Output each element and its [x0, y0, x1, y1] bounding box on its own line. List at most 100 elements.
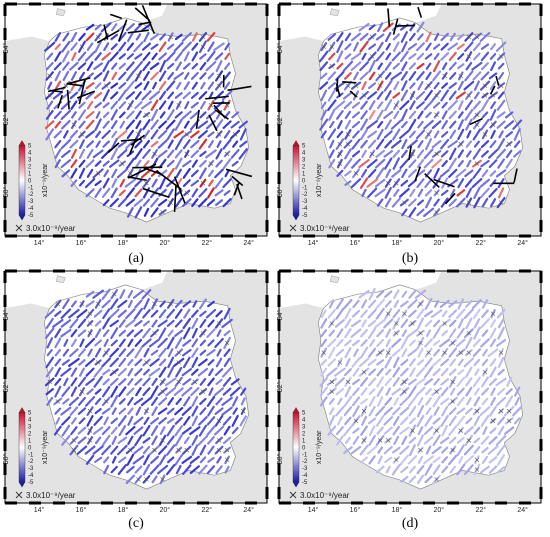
strain-bar [118, 378, 127, 386]
strain-bar [70, 168, 78, 179]
strain-bar [350, 319, 362, 328]
strain-bar [335, 348, 345, 357]
frame-tick [221, 234, 233, 238]
strain-bar [423, 158, 434, 169]
strain-bar [206, 425, 216, 436]
strain-bar [86, 140, 94, 148]
strain-bar [328, 346, 336, 359]
strain-bar [416, 101, 425, 110]
strain-bar [232, 396, 239, 407]
strain-bar [102, 89, 110, 102]
lon-tick-label: 16° [76, 239, 87, 247]
strain-bar [432, 319, 441, 328]
strain-bar [150, 396, 159, 406]
strain-bar [384, 397, 393, 406]
strain-bar [434, 300, 440, 308]
strain-bar [142, 327, 151, 339]
strain-bar [126, 129, 135, 139]
strain-bar [174, 111, 183, 119]
frame-tick [495, 2, 507, 6]
strain-bar [472, 71, 482, 81]
strain-bar [79, 367, 85, 377]
strain-bar [100, 22, 112, 33]
strain-bar [159, 300, 166, 308]
strain-bar [78, 359, 86, 366]
strain-bar [431, 120, 442, 129]
strain-bar [181, 455, 193, 464]
strain-bar [512, 119, 523, 130]
strain-bar [77, 426, 87, 435]
frame-tick [327, 234, 339, 238]
strain-bar [158, 327, 167, 339]
colorbar-tick-label: -4 [28, 473, 34, 479]
strain-bar [71, 111, 77, 119]
lon-tick-label: 20° [160, 506, 171, 514]
strain-bar [208, 368, 214, 377]
strain-bar [384, 99, 393, 112]
strain-bar [239, 415, 247, 427]
strain-bar [167, 71, 175, 80]
strain-bar [94, 320, 102, 327]
frame-tick [101, 501, 113, 505]
strain-arrow [387, 8, 391, 27]
strain-bar [496, 396, 507, 407]
strain-bar [119, 289, 126, 300]
strain-bar [94, 397, 102, 405]
colorbar-tick-label: 5 [28, 411, 32, 417]
strain-bar [344, 119, 352, 130]
cross-mark [482, 83, 488, 88]
strain-bar [142, 308, 151, 319]
strain-bar [207, 319, 215, 328]
strain-bar [473, 437, 481, 444]
strain-bar [215, 148, 223, 160]
frame-tick [539, 100, 543, 112]
strain-bar [94, 82, 102, 90]
colorbar-tick-label: -1 [28, 185, 34, 191]
strain-bar [189, 110, 200, 120]
strain-bar [182, 139, 191, 150]
cross-mark [450, 340, 455, 346]
strain-bar [69, 129, 79, 139]
map-frame [3, 269, 269, 505]
strain-bar [223, 348, 231, 357]
strain-bar [182, 339, 192, 347]
strain-bar [432, 368, 441, 377]
strain-bar [368, 368, 377, 376]
strain-bar [142, 437, 151, 444]
strain-bar [360, 456, 368, 464]
island-shape [56, 275, 66, 283]
frame-tick [277, 439, 281, 451]
strain-bar [158, 454, 167, 466]
strain-bar [126, 53, 135, 60]
strain-bar [166, 424, 175, 437]
strain-bar [125, 187, 135, 199]
strain-bar [488, 187, 498, 198]
frame-tick [277, 220, 281, 232]
strain-bar [319, 396, 328, 407]
strain-bar [182, 167, 191, 179]
cross-mark [442, 350, 447, 355]
strain-bar [344, 170, 352, 177]
strain-bar [60, 308, 72, 319]
strain-bar [181, 41, 192, 52]
strain-bar [464, 108, 474, 121]
lon-tick-label: 22° [201, 506, 212, 514]
strain-bar [368, 405, 376, 417]
strain-bar [425, 196, 433, 209]
cross-mark [216, 83, 222, 88]
strain-bar [94, 180, 102, 187]
strain-bar [103, 416, 109, 426]
frame-tick [101, 269, 113, 273]
strain-bar [126, 387, 135, 396]
strain-bar [472, 348, 482, 358]
strain-bar [360, 110, 368, 120]
lat-tick-label: 54° [276, 43, 284, 54]
strain-bar [416, 474, 425, 485]
strain-bar [102, 102, 110, 109]
frame-tick [197, 269, 209, 273]
strain-bar [135, 110, 142, 120]
strain-bar [425, 388, 432, 396]
strain-bar [174, 149, 183, 159]
strain-bar [94, 187, 102, 198]
